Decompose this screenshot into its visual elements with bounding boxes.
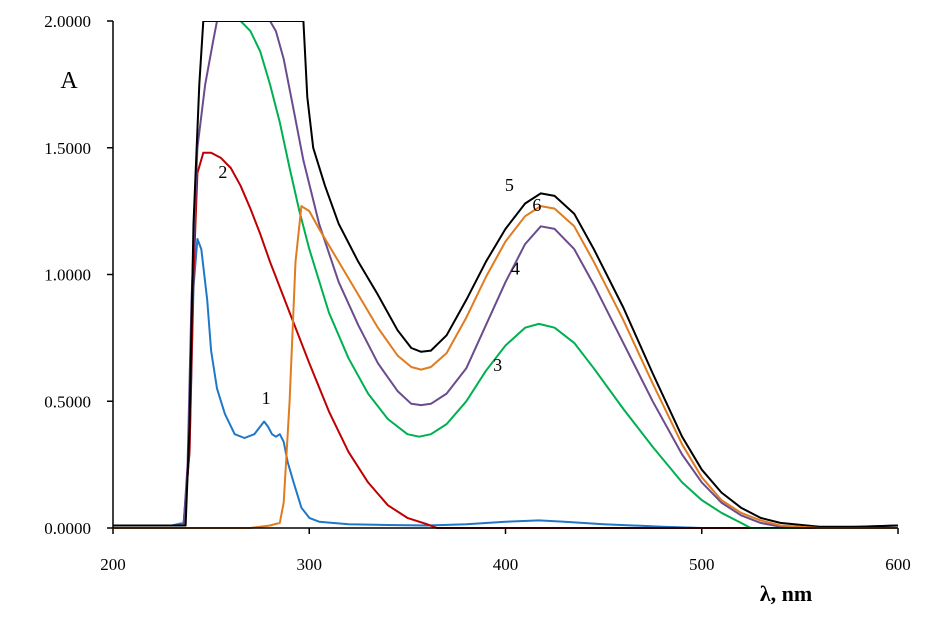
series-line-6 <box>113 205 898 529</box>
series-line-3 <box>239 21 815 529</box>
x-axis-title: λ, nm <box>760 581 812 606</box>
x-tick-label: 200 <box>100 555 126 574</box>
y-axis-title: A <box>60 68 78 94</box>
y-tick-label: 2.0000 <box>44 12 91 31</box>
y-tick-label: 1.0000 <box>44 266 91 285</box>
x-tick-label: 400 <box>493 555 519 574</box>
series-line-1 <box>113 238 898 529</box>
x-tick-label: 300 <box>297 555 323 574</box>
series-label-2: 2 <box>218 162 227 182</box>
y-tick-label: 1.5000 <box>44 139 91 158</box>
series-label-1: 1 <box>262 388 271 408</box>
y-tick-label: 0.5000 <box>44 392 91 411</box>
series-label-5: 5 <box>505 175 514 195</box>
series-label-3: 3 <box>493 355 502 375</box>
series-label-6: 6 <box>532 195 541 215</box>
series-line-4 <box>113 21 899 529</box>
series-line-5 <box>113 21 899 528</box>
x-tick-label: 500 <box>689 555 715 574</box>
series-label-4: 4 <box>511 259 520 279</box>
x-tick-label: 600 <box>885 555 911 574</box>
y-tick-label: 0.0000 <box>44 519 91 538</box>
series-line-2 <box>113 151 898 529</box>
